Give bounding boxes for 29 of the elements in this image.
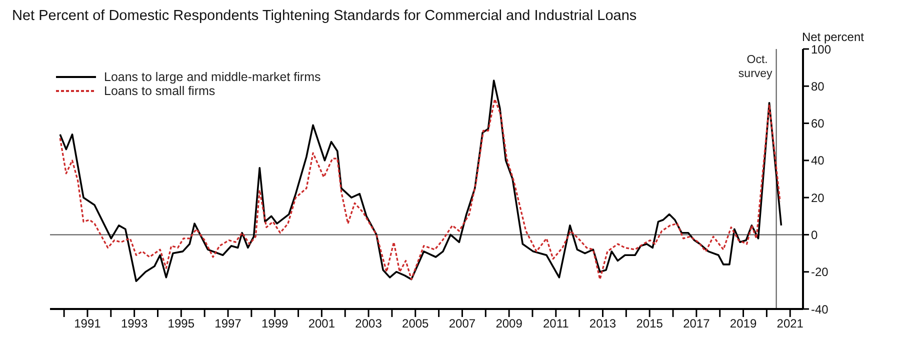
x-tick-label: 2013 xyxy=(589,316,616,331)
ref-line-label: Oct. survey xyxy=(738,54,773,80)
x-tick-label: 1993 xyxy=(120,316,148,331)
y-tick-label: 100 xyxy=(811,42,832,56)
x-tick-label: 2017 xyxy=(683,316,710,331)
legend-label: Loans to large and middle-market firms xyxy=(104,70,321,84)
x-tick-label: 2005 xyxy=(402,316,430,331)
x-tick-label: 2015 xyxy=(636,316,664,331)
x-tick-label: 1991 xyxy=(74,316,102,331)
legend-label: Loans to small firms xyxy=(104,84,216,98)
chart-title: Net Percent of Domestic Respondents Tightening Standards for Commercial and Industrial Loans xyxy=(12,8,637,24)
y-tick-label: -20 xyxy=(811,265,829,280)
x-tick-label: 1995 xyxy=(168,316,195,331)
y-tick-label: 0 xyxy=(811,228,818,242)
y-tick-label: 80 xyxy=(811,79,825,94)
x-tick-label: 1997 xyxy=(214,316,242,331)
y-tick-label: 40 xyxy=(811,154,825,168)
x-tick-label: 2003 xyxy=(355,316,382,331)
y-tick-label: -40 xyxy=(811,302,829,316)
x-tick-label: 2021 xyxy=(776,316,804,331)
y-tick-label: 60 xyxy=(811,116,825,131)
x-tick-label: 1999 xyxy=(261,316,289,331)
x-tick-label: 2001 xyxy=(308,316,336,331)
y-tick-label: 20 xyxy=(811,190,825,205)
x-tick-label: 2007 xyxy=(448,316,476,331)
y-axis-title: Net percent xyxy=(802,30,864,44)
x-tick-label: 2009 xyxy=(496,316,523,331)
x-tick-label: 2019 xyxy=(730,316,757,331)
x-tick-label: 2011 xyxy=(542,316,570,331)
